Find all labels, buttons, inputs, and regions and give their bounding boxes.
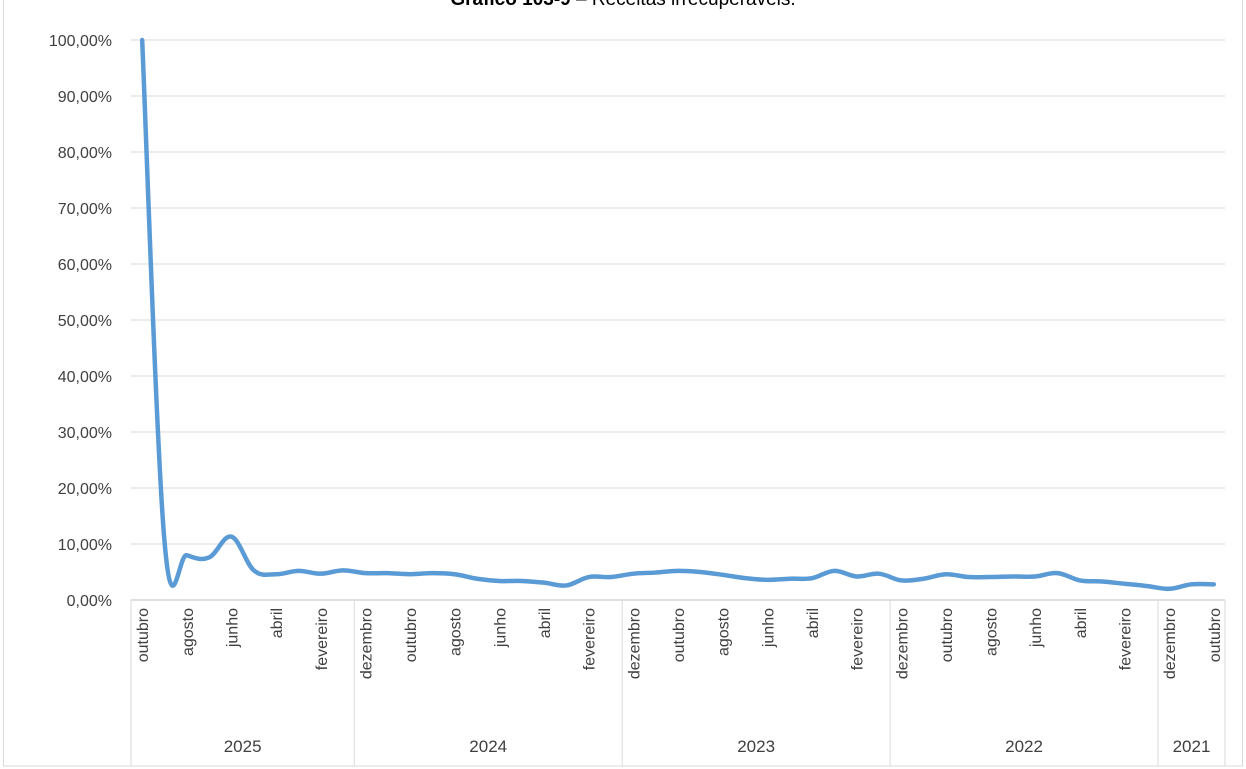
x-tick-label: abril <box>269 608 286 638</box>
year-label: 2023 <box>737 737 775 756</box>
x-tick-label: agosto <box>716 608 733 656</box>
y-tick-label: 30,00% <box>58 425 112 442</box>
y-tick-label: 0,00% <box>67 593 112 610</box>
year-label: 2024 <box>469 737 507 756</box>
y-tick-label: 90,00% <box>58 89 112 106</box>
y-tick-label: 70,00% <box>58 201 112 218</box>
year-label: 2025 <box>224 737 262 756</box>
x-tick-label: fevereiro <box>850 608 867 670</box>
x-tick-label: fevereiro <box>314 608 331 670</box>
x-tick-label: abril <box>537 608 554 638</box>
chart-title: Gráfico 103-9 – Receitas irrecuperáveis. <box>0 0 1246 24</box>
x-tick-label: dezembro <box>894 608 911 679</box>
y-tick-label: 80,00% <box>58 145 112 162</box>
x-tick-label: fevereiro <box>582 608 599 670</box>
x-tick-label: outubro <box>939 608 956 662</box>
y-tick-label: 100,00% <box>49 33 112 50</box>
x-tick-label: abril <box>1073 608 1090 638</box>
chart-border <box>3 0 1243 767</box>
x-tick-label: fevereiro <box>1118 608 1135 670</box>
y-tick-label: 60,00% <box>58 257 112 274</box>
series-line <box>139 37 1217 592</box>
x-tick-label: agosto <box>448 608 465 656</box>
y-tick-label: 20,00% <box>58 481 112 498</box>
chart-title-rest: – Receitas irrecuperáveis. <box>571 0 796 10</box>
x-tick-label: dezembro <box>626 608 643 679</box>
x-tick-label: outubro <box>671 608 688 662</box>
x-tick-label: junho <box>1028 608 1045 648</box>
year-label: 2021 <box>1173 737 1211 756</box>
chart-title-bold: Gráfico 103-9 <box>450 0 570 10</box>
x-tick-label: abril <box>805 608 822 638</box>
x-tick-label: outubro <box>1207 608 1224 662</box>
x-tick-label: junho <box>224 608 241 648</box>
x-tick-label: dezembro <box>358 608 375 679</box>
y-tick-label: 10,00% <box>58 537 112 554</box>
x-tick-label: outubro <box>403 608 420 662</box>
x-tick-label: agosto <box>180 608 197 656</box>
x-tick-label: outubro <box>135 608 152 662</box>
x-tick-label: agosto <box>984 608 1001 656</box>
y-tick-label: 50,00% <box>58 313 112 330</box>
year-label: 2022 <box>1005 737 1043 756</box>
x-tick-label: dezembro <box>1162 608 1179 679</box>
y-tick-label: 40,00% <box>58 369 112 386</box>
x-tick-label: junho <box>492 608 509 648</box>
x-tick-label: junho <box>760 608 777 648</box>
